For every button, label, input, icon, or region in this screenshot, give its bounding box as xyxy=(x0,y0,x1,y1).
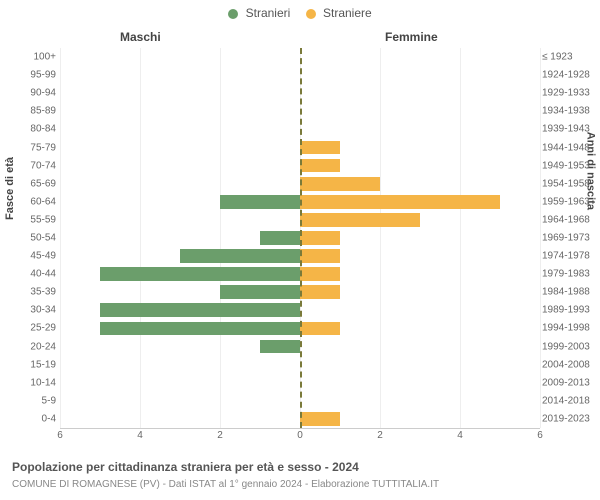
birth-label: 2009-2013 xyxy=(542,377,596,388)
birth-label: 1994-1998 xyxy=(542,323,596,334)
age-label: 5-9 xyxy=(12,395,56,406)
bar-female xyxy=(300,322,340,336)
birth-label: 1969-1973 xyxy=(542,232,596,243)
birth-label: 1934-1938 xyxy=(542,106,596,117)
age-label: 30-34 xyxy=(12,305,56,316)
age-label: 35-39 xyxy=(12,287,56,298)
x-tick: 2 xyxy=(377,430,383,441)
bar-male xyxy=(220,195,300,209)
bar-female xyxy=(300,231,340,245)
center-line xyxy=(300,48,302,428)
birth-label: 2019-2023 xyxy=(542,413,596,424)
x-tick: 2 xyxy=(217,430,223,441)
bar-female xyxy=(300,249,340,263)
bar-male xyxy=(100,303,300,317)
legend: Stranieri Straniere xyxy=(0,6,600,20)
age-label: 75-79 xyxy=(12,142,56,153)
legend-label-male: Stranieri xyxy=(246,6,291,20)
x-tick: 6 xyxy=(57,430,63,441)
age-label: 100+ xyxy=(12,52,56,63)
bar-male xyxy=(260,231,300,245)
birth-label: 1999-2003 xyxy=(542,341,596,352)
age-label: 40-44 xyxy=(12,269,56,280)
age-label: 25-29 xyxy=(12,323,56,334)
age-label: 45-49 xyxy=(12,251,56,262)
bar-female xyxy=(300,267,340,281)
birth-label: 1964-1968 xyxy=(542,214,596,225)
age-label: 0-4 xyxy=(12,413,56,424)
age-label: 85-89 xyxy=(12,106,56,117)
legend-female: Straniere xyxy=(306,6,372,20)
age-label: 55-59 xyxy=(12,214,56,225)
bar-female xyxy=(300,195,500,209)
bar-female xyxy=(300,285,340,299)
legend-male: Stranieri xyxy=(228,6,290,20)
subcaption: COMUNE DI ROMAGNESE (PV) - Dati ISTAT al… xyxy=(12,479,439,490)
subtitle-female: Femmine xyxy=(385,30,438,44)
birth-label: 1984-1988 xyxy=(542,287,596,298)
bar-male xyxy=(100,322,300,336)
birth-label: 2014-2018 xyxy=(542,395,596,406)
birth-label: 1959-1963 xyxy=(542,196,596,207)
x-tick: 0 xyxy=(297,430,303,441)
gridline xyxy=(540,48,541,428)
age-label: 80-84 xyxy=(12,124,56,135)
age-label: 60-64 xyxy=(12,196,56,207)
birth-label: 1929-1933 xyxy=(542,88,596,99)
bar-female xyxy=(300,177,380,191)
bar-male xyxy=(180,249,300,263)
age-label: 10-14 xyxy=(12,377,56,388)
age-label: 50-54 xyxy=(12,232,56,243)
x-tick: 4 xyxy=(457,430,463,441)
bar-male xyxy=(260,340,300,354)
age-label: 20-24 xyxy=(12,341,56,352)
birth-label: 1924-1928 xyxy=(542,70,596,81)
x-axis: 6 4 2 0 2 4 6 xyxy=(60,428,540,448)
bar-female xyxy=(300,159,340,173)
age-label: 70-74 xyxy=(12,160,56,171)
x-tick: 6 xyxy=(537,430,543,441)
birth-label: 1954-1958 xyxy=(542,178,596,189)
legend-label-female: Straniere xyxy=(323,6,372,20)
legend-swatch-female xyxy=(306,9,316,19)
bar-female xyxy=(300,412,340,426)
birth-label: 1979-1983 xyxy=(542,269,596,280)
age-label: 65-69 xyxy=(12,178,56,189)
birth-label: 2004-2008 xyxy=(542,359,596,370)
bar-female xyxy=(300,213,420,227)
birth-label: ≤ 1923 xyxy=(542,52,596,63)
chart-container: Stranieri Straniere Maschi Femmine Fasce… xyxy=(0,0,600,500)
birth-label: 1944-1948 xyxy=(542,142,596,153)
age-label: 90-94 xyxy=(12,88,56,99)
birth-label: 1939-1943 xyxy=(542,124,596,135)
legend-swatch-male xyxy=(228,9,238,19)
birth-label: 1989-1993 xyxy=(542,305,596,316)
bar-female xyxy=(300,141,340,155)
bar-male xyxy=(100,267,300,281)
subtitle-male: Maschi xyxy=(120,30,161,44)
bar-male xyxy=(220,285,300,299)
caption: Popolazione per cittadinanza straniera p… xyxy=(12,460,359,474)
birth-label: 1974-1978 xyxy=(542,251,596,262)
birth-label: 1949-1953 xyxy=(542,160,596,171)
plot-area: 100+≤ 192395-991924-192890-941929-193385… xyxy=(60,48,540,448)
age-label: 95-99 xyxy=(12,70,56,81)
x-tick: 4 xyxy=(137,430,143,441)
age-label: 15-19 xyxy=(12,359,56,370)
